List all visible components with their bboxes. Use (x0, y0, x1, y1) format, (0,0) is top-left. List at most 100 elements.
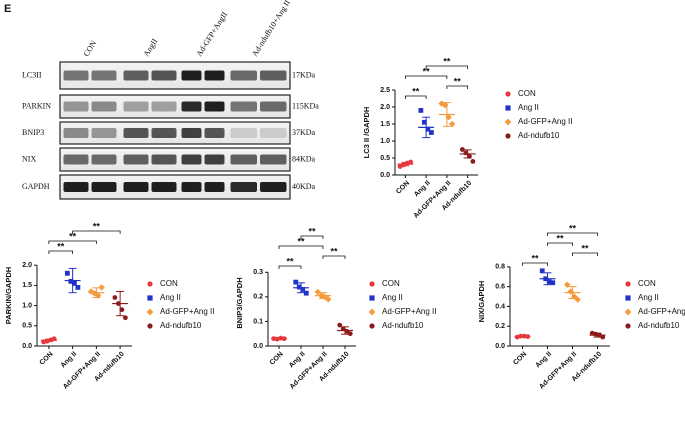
blot-band (260, 101, 287, 112)
blot-band (181, 154, 202, 165)
data-point (337, 322, 343, 328)
blot-band (230, 154, 257, 165)
data-point (112, 295, 118, 300)
blot-band (230, 101, 257, 112)
y-axis-label: LC3 II /GAPDH (362, 107, 371, 159)
blot-band (91, 128, 117, 138)
legend-marker (505, 91, 511, 97)
significance-bracket (522, 262, 548, 266)
data-point (293, 279, 299, 285)
significance-label: ** (412, 86, 420, 96)
blot-band (91, 182, 117, 192)
legend-label: CON (382, 279, 400, 288)
legend-label: CON (160, 279, 178, 288)
significance-bracket (322, 255, 346, 259)
legend-label: Ang II (638, 293, 659, 302)
y-axis-label: NIX/GAPDH (477, 281, 486, 323)
significance-bracket (278, 245, 324, 249)
blot-band (230, 182, 257, 192)
significance-label: ** (297, 236, 305, 246)
y-tick-label: 0.0 (380, 172, 390, 179)
blot-band (204, 128, 225, 138)
data-point (68, 278, 74, 284)
blot-band (123, 182, 149, 192)
y-tick-label: 2.5 (380, 87, 390, 94)
data-point (459, 147, 465, 152)
blot-band (181, 182, 202, 192)
blot-size-label: 40KDa (292, 182, 316, 191)
blot-band (204, 182, 225, 192)
blot-band (63, 128, 89, 138)
y-tick-label: 1.0 (380, 138, 390, 145)
blot-band (230, 128, 257, 138)
data-point (122, 315, 128, 321)
y-tick-label: 0.2 (253, 294, 263, 301)
data-point (347, 331, 353, 337)
significance-label: ** (308, 226, 316, 236)
y-tick-label: 1.0 (22, 302, 32, 309)
x-tick-label: Ad-GFP+Ang II (413, 180, 453, 220)
legend-label: Ad-GFP+Ang (638, 307, 685, 316)
legend-label: Ang II (382, 293, 403, 302)
legend-label: Ad-ndufb10 (638, 321, 680, 330)
blot-band (204, 70, 225, 81)
data-point (421, 119, 427, 125)
panel-label: E (4, 3, 11, 15)
data-point (574, 296, 581, 303)
legend-label: CON (518, 89, 536, 98)
data-point (550, 280, 556, 286)
legend-label: Ad-ndufb10 (382, 321, 424, 330)
significance-bracket (425, 65, 469, 69)
blot-column-label: Ad-GFP+AngII (195, 10, 230, 58)
data-point (428, 130, 434, 135)
data-point (425, 126, 431, 132)
blot-row-label: PARKIN (22, 101, 51, 110)
blot-band (151, 101, 177, 112)
x-tick-label: CON (269, 351, 285, 367)
data-point (71, 280, 77, 286)
x-tick-label: Ang II (288, 351, 307, 370)
data-point (119, 307, 125, 313)
legend-marker (625, 281, 631, 287)
x-tick-label: CON (395, 180, 411, 196)
data-point (418, 108, 424, 113)
blot-band (151, 154, 177, 165)
legend-label: CON (638, 279, 656, 288)
data-point (325, 296, 332, 303)
y-tick-label: 0.2 (495, 323, 505, 330)
data-point (303, 290, 309, 296)
significance-label: ** (330, 246, 338, 256)
significance-label: ** (569, 223, 577, 233)
blot-band (123, 101, 149, 112)
significance-bracket (572, 252, 598, 256)
legend-label: Ad-GFP+Ang II (160, 307, 214, 316)
significance-bracket (446, 85, 469, 89)
blot-band (260, 70, 287, 81)
legend-marker (147, 281, 153, 287)
y-tick-label: 0.0 (22, 343, 32, 350)
blot-band (230, 70, 257, 81)
y-tick-label: 1.5 (22, 282, 32, 289)
significance-label: ** (581, 243, 589, 253)
blot-size-label: 37KDa (292, 128, 316, 137)
data-point (296, 284, 302, 290)
legend-label: Ad-GFP+Ang II (518, 117, 572, 126)
significance-bracket (72, 230, 121, 234)
blot-band (63, 70, 89, 81)
data-point (314, 288, 321, 296)
y-tick-label: 0.3 (253, 269, 263, 276)
significance-bracket (48, 240, 97, 244)
significance-bracket (547, 242, 573, 246)
legend-label: Ad-ndufb10 (518, 131, 560, 140)
legend-marker (368, 308, 376, 316)
legend-label: Ad-GFP+Ang II (382, 307, 436, 316)
significance-label: ** (454, 76, 462, 86)
y-tick-label: 1.5 (380, 121, 390, 128)
data-point (470, 159, 476, 164)
data-point (408, 159, 414, 165)
y-tick-label: 0.5 (380, 155, 390, 162)
y-axis-label: PARKIN/GAPDH (4, 267, 13, 324)
legend-marker (369, 323, 375, 329)
blot-band (260, 128, 287, 138)
legend-marker (624, 308, 632, 316)
